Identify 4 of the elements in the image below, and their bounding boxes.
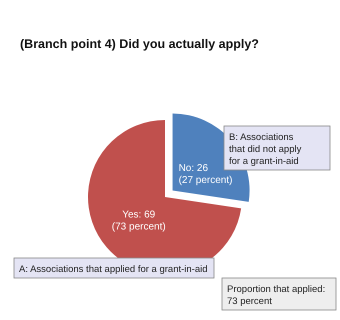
chart-title: (Branch point 4) Did you actually apply? [20,37,259,51]
data-label: Yes: 69 (73 percent) [112,210,166,233]
text: Proportion that applied: 73 percent [227,284,326,307]
slice-label: A: Associations that applied for a grant-in-aid [19,264,208,275]
